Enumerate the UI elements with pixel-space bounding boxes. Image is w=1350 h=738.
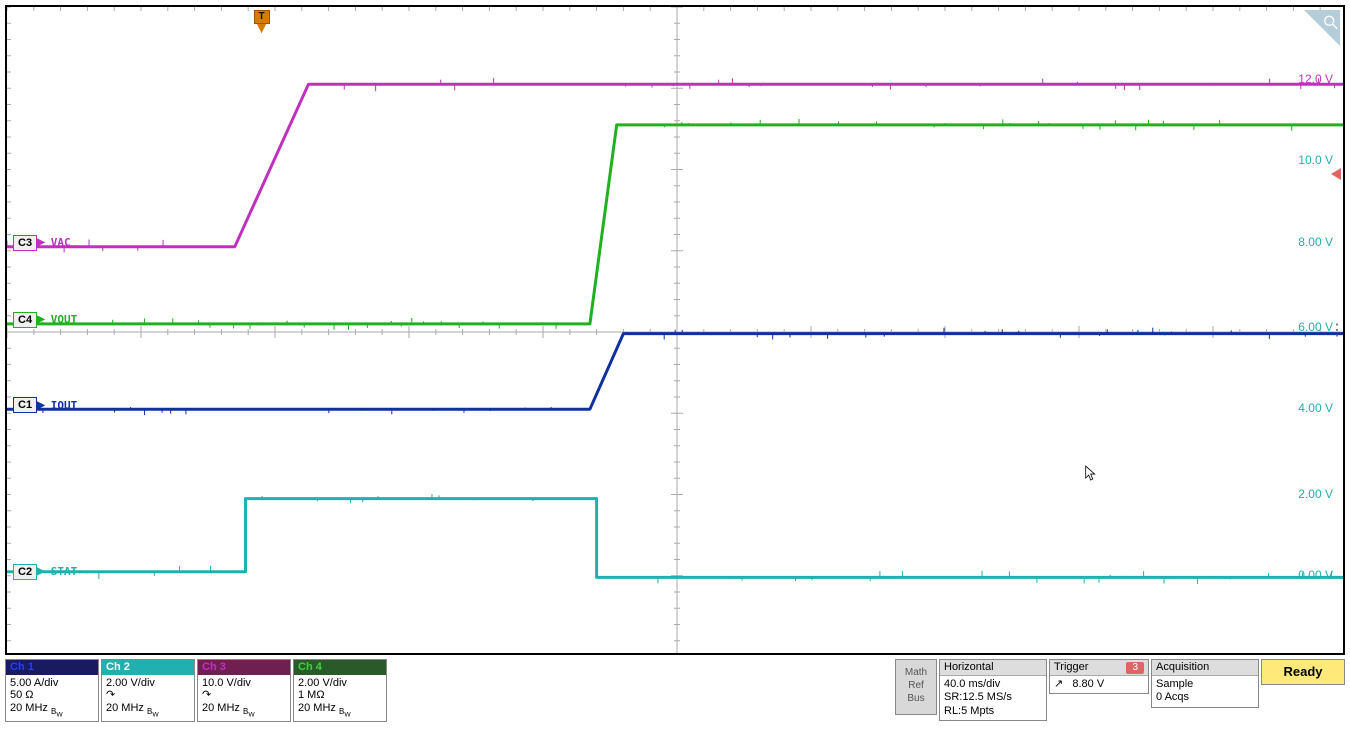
horizontal-panel[interactable]: Horizontal40.0 ms/divSR:12.5 MS/sRL:5 Mp… bbox=[939, 659, 1047, 721]
acquisition-panel-header: Acquisition bbox=[1152, 660, 1258, 676]
channel-info-ch1[interactable]: Ch 15.00 A/div50 Ω20 MHz BW bbox=[5, 659, 99, 722]
search-zoom-icon[interactable] bbox=[1304, 10, 1340, 46]
horizontal-panel-header: Horizontal bbox=[940, 660, 1046, 676]
trigger-level-arrow[interactable] bbox=[1331, 168, 1341, 180]
channel-header: Ch 4 bbox=[294, 660, 386, 675]
channel-header: Ch 2 bbox=[102, 660, 194, 675]
channel-body: 2.00 V/div1 MΩ20 MHz BW bbox=[294, 675, 386, 722]
trigger-panel-header: Trigger3 bbox=[1050, 660, 1148, 676]
channel-badge: C3 bbox=[13, 235, 37, 251]
channel-badge: C4 bbox=[13, 312, 37, 328]
channel-badge: C1 bbox=[13, 397, 37, 413]
axis-label: 0.00 V bbox=[1298, 568, 1333, 582]
axis-label: 6.00 V bbox=[1298, 320, 1333, 334]
channel-label: IOUT bbox=[49, 399, 80, 412]
channel-header: Ch 1 bbox=[6, 660, 98, 675]
channel-arrow-icon: ▶ bbox=[37, 566, 45, 577]
channel-ground-marker-c1[interactable]: C1▶ IOUT bbox=[13, 396, 79, 414]
channel-info-ch2[interactable]: Ch 22.00 V/div↷20 MHz BW bbox=[101, 659, 195, 722]
waveform-canvas bbox=[7, 7, 1343, 653]
axis-label: 4.00 V bbox=[1298, 401, 1333, 415]
acquisition-panel-body: Sample0 Acqs bbox=[1152, 676, 1258, 706]
horizontal-panel-body: 40.0 ms/divSR:12.5 MS/sRL:5 Mpts bbox=[940, 676, 1046, 720]
channel-badge: C2 bbox=[13, 564, 37, 580]
trigger-position-marker: T▼ bbox=[254, 10, 270, 38]
channel-ground-marker-c3[interactable]: C3▶ VAC bbox=[13, 234, 73, 252]
trigger-panel[interactable]: Trigger3↗ 8.80 V bbox=[1049, 659, 1149, 694]
math-ref-bus-button[interactable]: MathRefBus bbox=[895, 659, 937, 715]
channel-body: 2.00 V/div↷20 MHz BW bbox=[102, 675, 194, 722]
channel-label: VOUT bbox=[49, 313, 80, 326]
axis-label: 10.0 V bbox=[1298, 153, 1333, 167]
channel-header: Ch 3 bbox=[198, 660, 290, 675]
channel-body: 10.0 V/div↷20 MHz BW bbox=[198, 675, 290, 722]
channel-body: 5.00 A/div50 Ω20 MHz BW bbox=[6, 675, 98, 722]
status-bar: Ch 15.00 A/div50 Ω20 MHz BWCh 22.00 V/di… bbox=[5, 659, 1345, 733]
channel-arrow-icon: ▶ bbox=[37, 237, 45, 248]
channel-info-ch3[interactable]: Ch 310.0 V/div↷20 MHz BW bbox=[197, 659, 291, 722]
axis-label: 8.00 V bbox=[1298, 235, 1333, 249]
channel-ground-marker-c4[interactable]: C4▶ VOUT bbox=[13, 311, 79, 329]
channel-arrow-icon: ▶ bbox=[37, 400, 45, 411]
axis-label: 12.0 V bbox=[1298, 72, 1333, 86]
channel-label: STAT bbox=[49, 565, 80, 578]
channel-info-ch4[interactable]: Ch 42.00 V/div1 MΩ20 MHz BW bbox=[293, 659, 387, 722]
oscilloscope-display: T▼ ⋮ 12.0 V10.0 V8.00 V6.00 V4.00 V2.00 … bbox=[5, 5, 1345, 655]
channel-ground-marker-c2[interactable]: C2▶ STAT bbox=[13, 563, 79, 581]
ready-button[interactable]: Ready bbox=[1261, 659, 1345, 685]
axis-label: 2.00 V bbox=[1298, 487, 1333, 501]
trigger-panel-body: ↗ 8.80 V bbox=[1050, 676, 1148, 693]
acquisition-panel[interactable]: AcquisitionSample0 Acqs bbox=[1151, 659, 1259, 708]
channel-label: VAC bbox=[49, 236, 73, 249]
channel-arrow-icon: ▶ bbox=[37, 314, 45, 325]
